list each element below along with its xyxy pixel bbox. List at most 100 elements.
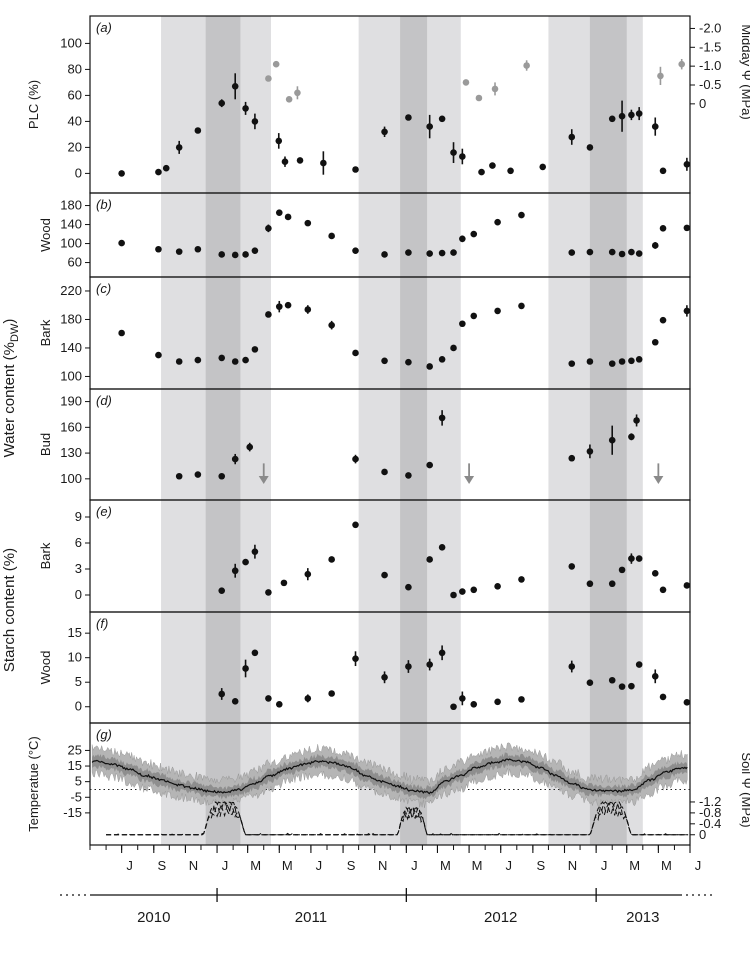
data-point bbox=[494, 307, 501, 315]
data-point bbox=[231, 698, 239, 705]
data-point bbox=[218, 690, 226, 698]
data-point bbox=[242, 105, 249, 112]
series-0 bbox=[175, 410, 640, 480]
y-tick-label: 160 bbox=[60, 419, 82, 434]
y-tick-label: 20 bbox=[68, 139, 82, 154]
data-point bbox=[628, 248, 635, 256]
shaded-period-1 bbox=[205, 16, 241, 845]
data-point bbox=[231, 455, 239, 463]
y-tick-label: 130 bbox=[60, 445, 82, 460]
month-label: J bbox=[316, 858, 323, 873]
data-point bbox=[518, 576, 525, 583]
data-point bbox=[405, 358, 412, 366]
y-axis-label: Temperatue (°C) bbox=[26, 736, 41, 832]
data-point bbox=[633, 417, 640, 424]
year-label: 2012 bbox=[484, 909, 517, 926]
month-label: M bbox=[472, 858, 483, 873]
data-point bbox=[450, 344, 457, 352]
data-point bbox=[328, 232, 335, 240]
data-point bbox=[231, 83, 239, 90]
y-tick-label: 100 bbox=[60, 471, 82, 486]
data-point bbox=[231, 358, 239, 365]
month-label: J bbox=[222, 858, 229, 873]
data-point bbox=[608, 676, 616, 684]
y-tick-label: 5 bbox=[75, 774, 82, 789]
data-point bbox=[683, 307, 691, 315]
data-point bbox=[450, 591, 457, 599]
data-point bbox=[175, 358, 183, 365]
data-point bbox=[118, 239, 125, 247]
panel-tag: (a) bbox=[96, 20, 112, 35]
month-label: J bbox=[126, 858, 133, 873]
arrow-head bbox=[258, 475, 269, 484]
data-point bbox=[352, 349, 359, 357]
data-point bbox=[608, 436, 616, 444]
series-0 bbox=[218, 521, 691, 599]
data-point bbox=[242, 665, 249, 672]
data-point bbox=[586, 144, 594, 151]
y-tick-label: 220 bbox=[60, 283, 82, 298]
data-point bbox=[218, 587, 226, 594]
data-point bbox=[438, 356, 446, 363]
data-point bbox=[405, 583, 412, 591]
data-point bbox=[328, 556, 335, 563]
data-point bbox=[523, 62, 530, 69]
data-point bbox=[405, 663, 412, 670]
data-point bbox=[683, 699, 691, 706]
data-point bbox=[265, 311, 272, 318]
y-tick-label: 100 bbox=[60, 236, 82, 251]
data-point bbox=[494, 583, 501, 590]
data-point bbox=[459, 320, 466, 328]
y-tick-label: 60 bbox=[68, 255, 82, 270]
data-point bbox=[194, 356, 202, 364]
arrow-marker bbox=[653, 463, 664, 484]
data-point bbox=[635, 250, 643, 257]
data-point bbox=[635, 110, 643, 117]
data-point bbox=[352, 247, 359, 254]
panel-tag: (e) bbox=[96, 504, 112, 519]
series-0 bbox=[118, 73, 691, 177]
month-label: J bbox=[695, 858, 702, 873]
data-point bbox=[651, 242, 659, 249]
data-point bbox=[218, 354, 226, 362]
right-tick-label: -1.0 bbox=[699, 58, 721, 73]
data-point bbox=[352, 166, 359, 173]
data-point bbox=[628, 433, 635, 441]
data-point bbox=[459, 235, 466, 243]
y-tick-label: 15 bbox=[68, 625, 82, 640]
y-tick-label: 60 bbox=[68, 87, 82, 102]
y-tick-label: 100 bbox=[60, 35, 82, 50]
y-tick-label: 25 bbox=[68, 742, 82, 757]
data-point bbox=[155, 245, 162, 253]
data-point bbox=[218, 472, 226, 480]
data-point bbox=[381, 571, 388, 579]
y-tick-label: 180 bbox=[60, 198, 82, 213]
data-point bbox=[381, 251, 388, 258]
data-point bbox=[586, 248, 594, 256]
month-label: S bbox=[347, 858, 356, 873]
data-point bbox=[194, 245, 202, 253]
water-content-axis-label: Water content (%DW) bbox=[1, 319, 21, 458]
data-point bbox=[568, 563, 576, 570]
data-point bbox=[635, 661, 643, 668]
month-label: M bbox=[282, 858, 293, 873]
right-axis-label: Soil Ψ (MPa) bbox=[739, 752, 750, 827]
data-point bbox=[618, 250, 626, 258]
year-label: 2010 bbox=[137, 909, 170, 926]
data-point bbox=[657, 72, 664, 80]
data-point bbox=[118, 329, 125, 337]
right-tick-label: -1.2 bbox=[699, 794, 721, 809]
data-point bbox=[568, 360, 576, 367]
y-tick-label: 140 bbox=[60, 340, 82, 355]
month-label: J bbox=[411, 858, 418, 873]
y-axis-label: Wood bbox=[38, 218, 53, 252]
data-point bbox=[659, 167, 667, 175]
y-tick-label: 0 bbox=[75, 165, 82, 180]
y-axis-label: PLC (%) bbox=[26, 80, 41, 129]
data-point bbox=[194, 471, 202, 478]
data-point bbox=[231, 567, 239, 575]
season-shading bbox=[161, 16, 643, 845]
data-point bbox=[438, 115, 446, 123]
data-point bbox=[438, 544, 446, 551]
